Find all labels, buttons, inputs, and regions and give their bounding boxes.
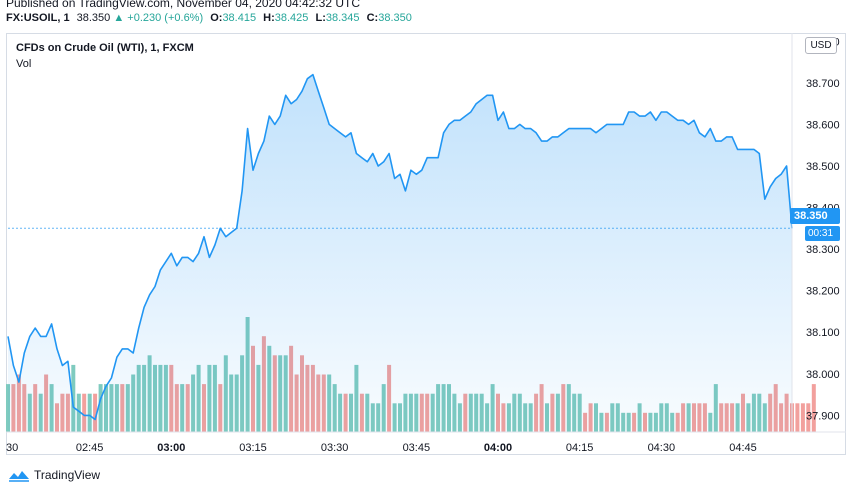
countdown-tag: 00:31 (805, 226, 840, 241)
x-tick-label: 04:45 (729, 442, 757, 454)
open-label: O: (210, 12, 223, 24)
volume-bar (87, 393, 92, 432)
low-value: 38.345 (325, 12, 360, 24)
x-tick-label: 04:15 (566, 442, 594, 454)
volume-label: Vol (16, 58, 32, 70)
x-tick-label: 30 (6, 442, 18, 454)
y-tick-label: 38.300 (806, 244, 840, 256)
price-change: +0.230 (+0.6%) (127, 12, 204, 24)
close-value: 38.350 (378, 12, 412, 24)
volume-bar (795, 403, 800, 433)
y-tick-label: 38.000 (806, 369, 840, 381)
volume-bar (811, 384, 816, 432)
chart-frame (6, 33, 846, 455)
currency-button[interactable]: USD (805, 37, 837, 54)
volume-bar (71, 364, 76, 432)
close-label: C: (366, 12, 379, 24)
x-axis: 30 02:45 03:00 03:15 03:30 03:45 04:00 04:15 04:… (6, 442, 757, 454)
y-tick-label: 38.600 (806, 119, 840, 131)
y-tick-label: 38.500 (806, 161, 840, 173)
x-tick-label: 03:15 (239, 442, 267, 454)
volume-bar (82, 393, 87, 432)
high-value: 38.425 (274, 12, 309, 24)
x-tick-label: 04:30 (648, 442, 676, 454)
last-price: 38.350 (76, 12, 111, 24)
volume-bar (93, 393, 98, 432)
volume-bar (800, 403, 805, 433)
up-arrow-icon: ▲ (113, 12, 125, 24)
x-tick-label: 03:30 (321, 442, 349, 454)
y-tick-label: 38.700 (806, 78, 840, 90)
tradingview-logo-icon (9, 471, 29, 482)
last-price-tag: 38.350 (790, 208, 840, 224)
open-value: 38.415 (222, 12, 257, 24)
y-tick-label: 37.900 (806, 410, 840, 422)
low-label: L: (315, 12, 326, 24)
footer-brand[interactable]: TradingView (8, 468, 100, 482)
x-tick-label: 04:00 (484, 442, 512, 454)
high-label: H: (263, 12, 275, 24)
ohlc-bar: FX:USOIL, 1 38.350 ▲ +0.230 (+0.6%) O:38… (6, 12, 412, 24)
published-timestamp: Published on TradingView.com, November 0… (6, 0, 360, 10)
brand-label: TradingView (34, 468, 101, 482)
x-tick-label: 03:00 (157, 442, 185, 454)
symbol-label: FX:USOIL, 1 (6, 12, 70, 24)
y-tick-label: 38.200 (806, 286, 840, 298)
chart-title: CFDs on Crude Oil (WTI), 1, FXCM (16, 42, 194, 54)
volume-bar (806, 403, 811, 433)
x-tick-label: 03:45 (403, 442, 431, 454)
x-tick-label: 02:45 (76, 442, 104, 454)
y-tick-label: 38.100 (806, 327, 840, 339)
price-line (7, 73, 793, 421)
price-area-fill (8, 74, 792, 432)
